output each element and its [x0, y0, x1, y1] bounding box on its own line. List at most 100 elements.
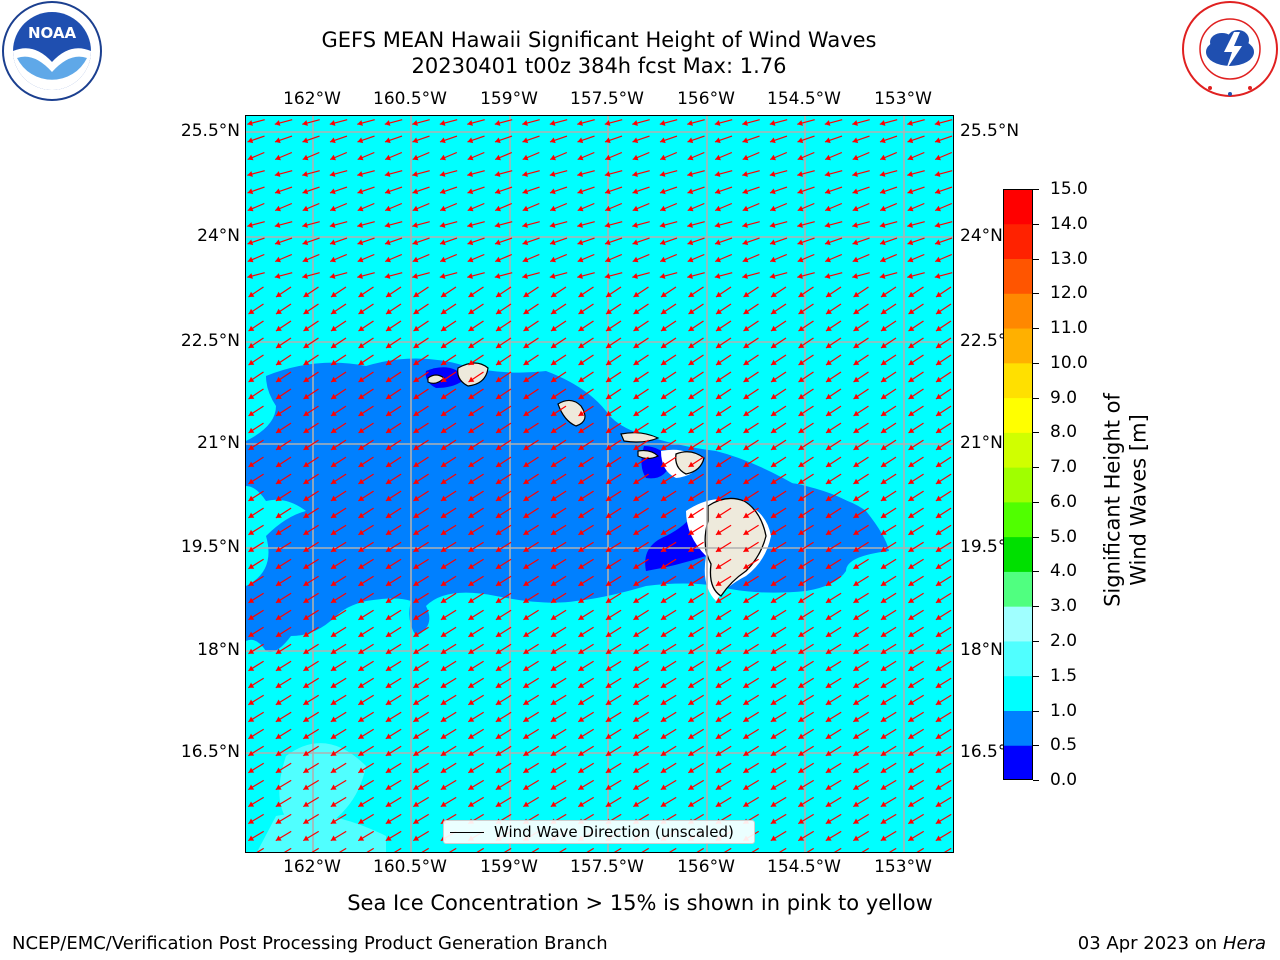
wave-direction-arrow: [769, 237, 788, 246]
wave-direction-arrow: [358, 660, 374, 672]
wave-direction-arrow: [861, 847, 870, 852]
wave-direction-arrow: [523, 575, 539, 587]
wave-direction-arrow: [495, 592, 512, 604]
wave-direction-arrow: [632, 186, 650, 195]
wave-direction-arrow: [578, 337, 594, 349]
wave-direction-arrow: [825, 354, 842, 366]
wave-direction-arrow: [660, 711, 677, 723]
wave-direction-arrow: [715, 473, 732, 485]
wave-direction-arrow: [880, 422, 897, 434]
wave-direction-arrow: [247, 237, 265, 246]
wave-direction-arrow: [358, 558, 374, 570]
wave-direction-arrow: [743, 575, 759, 587]
wave-direction-arrow: [303, 422, 319, 434]
wave-direction-arrow: [935, 694, 952, 706]
wave-direction-arrow: [330, 575, 347, 587]
colorbar-tick-label: 12.0: [1050, 283, 1088, 304]
wave-direction-arrow: [358, 524, 374, 536]
wave-direction-arrow: [275, 728, 292, 740]
wave-direction-arrow: [248, 405, 264, 417]
wave-direction-arrow: [880, 456, 897, 468]
wave-direction-arrow: [824, 186, 843, 195]
wave-direction-arrow: [935, 354, 952, 366]
wave-direction-arrow: [907, 135, 925, 144]
wave-direction-arrow: [770, 660, 787, 672]
wave-direction-arrow: [688, 320, 704, 332]
wave-direction-arrow: [248, 592, 264, 604]
lat-label-left: 21°N: [197, 433, 240, 453]
wave-direction-arrow: [907, 186, 925, 195]
colorbar-tick-mark: [1033, 640, 1039, 642]
wave-direction-arrow: [743, 422, 759, 434]
wave-direction-arrow: [715, 303, 732, 315]
wave-direction-arrow: [384, 253, 403, 263]
wave-direction-arrow: [248, 643, 264, 655]
wave-direction-arrow: [798, 354, 814, 366]
wave-direction-arrow: [935, 711, 952, 723]
wave-direction-arrow: [495, 779, 512, 791]
wave-direction-arrow: [633, 609, 649, 621]
wave-direction-arrow: [769, 221, 788, 228]
wave-direction-arrow: [440, 677, 457, 689]
wave-direction-arrow: [632, 202, 650, 212]
wave-direction-arrow: [825, 745, 842, 757]
wave-direction-arrow: [303, 456, 319, 468]
title-line-1: GEFS MEAN Hawaii Significant Height of W…: [321, 28, 877, 52]
colorbar-segment: [1003, 571, 1033, 607]
wave-direction-arrow: [633, 388, 649, 400]
wave-direction-arrow: [605, 677, 622, 689]
wave-direction-arrow: [852, 745, 870, 757]
wave-direction-arrow: [632, 745, 650, 757]
wave-direction-arrow: [495, 405, 512, 417]
wave-direction-arrow: [632, 762, 650, 774]
wave-direction-arrow: [275, 422, 292, 434]
wave-zone-1.5-2b: [257, 813, 386, 852]
wave-direction-arrow: [302, 796, 320, 808]
wave-direction-arrow: [605, 575, 622, 587]
wave-direction-arrow: [641, 847, 650, 852]
wave-direction-arrow: [302, 830, 320, 842]
wave-direction-arrow: [577, 779, 595, 791]
wave-direction-arrow: [659, 202, 678, 212]
wave-direction-arrow: [495, 711, 512, 723]
wave-direction-arrow: [522, 272, 540, 279]
wave-direction-arrow: [853, 507, 869, 519]
wave-direction-arrow: [798, 286, 814, 298]
wave-direction-arrow: [358, 643, 374, 655]
wave-direction-arrow: [440, 303, 457, 315]
wave-direction-arrow: [633, 660, 649, 672]
colorbar-segment: [1003, 536, 1033, 572]
wave-direction-arrow: [605, 473, 622, 485]
wave-direction-arrow: [357, 253, 375, 263]
wave-direction-arrow: [495, 320, 512, 332]
wave-direction-arrow: [605, 609, 622, 621]
wave-direction-arrow: [659, 253, 678, 263]
wave-direction-arrow: [660, 558, 677, 570]
wave-direction-arrow: [531, 847, 540, 852]
wave-direction-arrow: [908, 643, 924, 655]
wave-direction-arrow: [366, 847, 375, 852]
wave-direction-arrow: [825, 643, 842, 655]
wave-direction-arrow: [549, 237, 568, 246]
wave-direction-arrow: [357, 202, 375, 212]
wave-direction-arrow: [550, 507, 567, 519]
wave-direction-arrow: [934, 119, 953, 126]
wave-direction-arrow: [853, 626, 869, 638]
wave-direction-arrow: [715, 575, 732, 587]
wave-direction-arrow: [935, 660, 952, 672]
colorbar-svg: [1003, 189, 1033, 781]
wave-direction-arrow: [935, 405, 952, 417]
wave-direction-arrow: [880, 490, 897, 502]
wave-direction-arrow: [330, 762, 347, 774]
colorbar-tick-mark: [1033, 467, 1039, 469]
wave-direction-arrow: [797, 677, 815, 689]
wave-direction-arrow: [742, 253, 760, 263]
wave-direction-arrow: [385, 660, 402, 672]
wave-direction-arrow: [935, 473, 952, 485]
wave-direction-arrow: [797, 728, 815, 740]
wave-direction-arrow: [743, 490, 759, 502]
wave-direction-arrow: [770, 677, 787, 689]
wave-direction-arrow: [907, 779, 925, 791]
wave-direction-arrow: [852, 694, 870, 706]
wave-direction-arrow: [247, 830, 265, 842]
